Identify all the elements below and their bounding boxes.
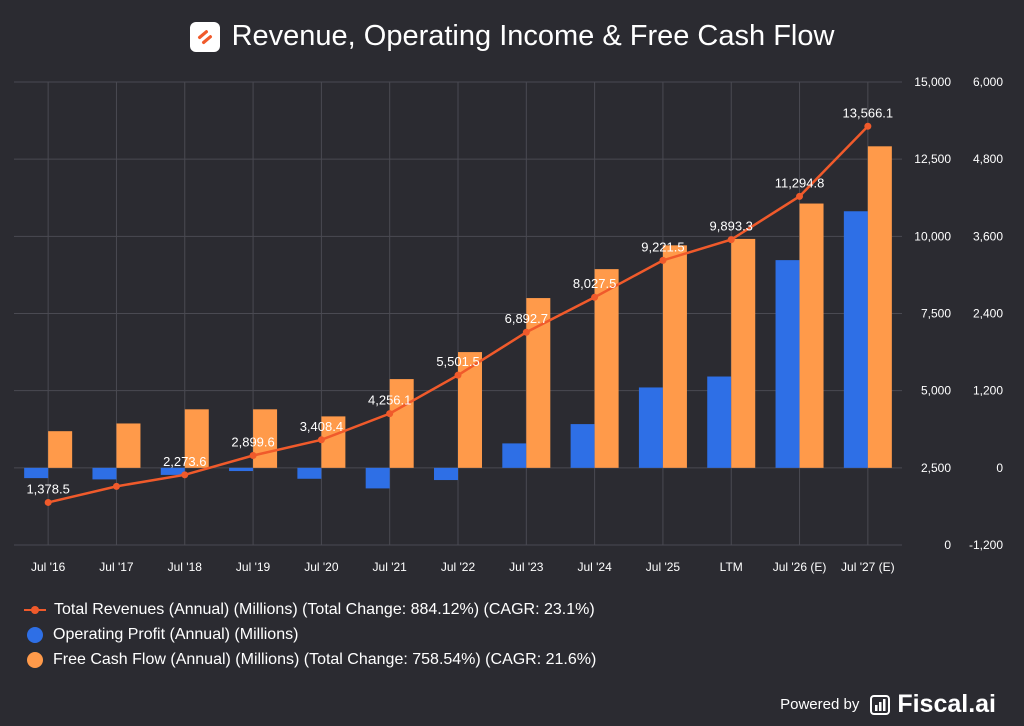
brand-name: Fiscal.ai [897, 690, 996, 718]
left-axis-tick: 2,500 [921, 461, 951, 475]
brand-link[interactable]: Fiscal.ai [869, 690, 996, 719]
revenue-point [796, 192, 804, 200]
operating-profit-bar [229, 467, 254, 472]
free-cash-flow-bar [799, 203, 824, 468]
right-axis-tick: 6,000 [973, 75, 1003, 89]
free-cash-flow-bar [48, 431, 73, 468]
free-cash-flow-bar [321, 416, 346, 468]
data-labels: 1,378.5 2,273.6 2,899.6 3,408.4 4,256.1 5,501… [26, 105, 893, 496]
operating-profit-bar [297, 467, 322, 479]
axis-ticks: 0 2,500 5,000 7,500 10,000 12,500 15,000 -1,200… [31, 75, 1003, 574]
right-axis-tick: -1,200 [969, 538, 1003, 552]
revenue-data-label: 11,294.8 [775, 175, 825, 190]
revenue-point [386, 410, 394, 418]
operating-profit-bar [707, 376, 732, 468]
revenue-data-label: 2,273.6 [163, 454, 206, 469]
revenue-data-label: 4,256.1 [368, 393, 411, 408]
operating-profit-bar [502, 443, 527, 468]
x-axis-tick: Jul '23 [509, 560, 544, 574]
revenue-point [181, 471, 189, 479]
operating-profit-bar [570, 424, 595, 468]
dot-marker-icon [27, 626, 43, 643]
x-axis-tick: Jul '17 [99, 560, 134, 574]
free-cash-flow-bar [184, 409, 209, 468]
brand-logo-icon [189, 21, 220, 52]
powered-by-text: Powered by [780, 696, 860, 713]
free-cash-flow-bar [458, 352, 482, 468]
x-axis-tick: Jul '16 [31, 560, 66, 574]
operating-profit-bar [24, 467, 49, 479]
free-cash-flow-bar [662, 245, 687, 468]
revenue-data-label: 8,027.5 [573, 276, 616, 291]
free-cash-flow-bar [731, 238, 756, 468]
x-axis-tick: Jul '24 [577, 560, 612, 574]
revenue-point [659, 256, 667, 264]
revenue-data-label: 1,378.5 [26, 481, 69, 496]
x-axis-tick: Jul '19 [236, 560, 271, 574]
x-axis-tick: Jul '26 (E) [773, 560, 827, 574]
revenue-point [454, 371, 462, 379]
legend-label: Total Revenues (Annual) (Millions) (Tota… [54, 600, 595, 618]
right-axis-tick: 4,800 [973, 152, 1003, 166]
operating-profit-bar [843, 211, 868, 468]
operating-profit-bar [92, 467, 117, 480]
revenue-data-label: 9,221.5 [641, 239, 684, 254]
revenue-data-label: 3,408.4 [300, 419, 343, 434]
legend-item-operating-profit[interactable]: Operating Profit (Annual) (Millions) [24, 622, 596, 647]
x-axis-tick: Jul '22 [441, 560, 476, 574]
left-axis-tick: 7,500 [921, 307, 951, 321]
legend: Total Revenues (Annual) (Millions) (Tota… [24, 597, 596, 672]
x-axis-tick: LTM [720, 560, 743, 574]
revenue-data-label: 2,899.6 [231, 434, 274, 449]
legend-item-revenue[interactable]: Total Revenues (Annual) (Millions) (Tota… [24, 597, 596, 622]
right-axis-tick: 3,600 [973, 229, 1003, 243]
dot-marker-icon [27, 651, 43, 668]
legend-label: Operating Profit (Annual) (Millions) [53, 625, 299, 643]
right-axis-tick: 2,400 [973, 307, 1003, 321]
operating-profit-bar [434, 467, 458, 481]
left-axis-tick: 5,000 [921, 384, 951, 398]
free-cash-flow-bar [594, 269, 619, 468]
left-axis-tick: 0 [944, 538, 951, 552]
free-cash-flow-bar [116, 423, 141, 468]
revenue-data-label: 5,501.5 [436, 354, 479, 369]
left-axis-tick: 12,500 [914, 152, 951, 166]
x-axis-tick: Jul '27 (E) [841, 560, 895, 574]
chart-title: Revenue, Operating Income & Free Cash Fl… [231, 20, 835, 52]
revenue-data-label: 9,893.3 [710, 219, 753, 234]
revenue-point [864, 122, 872, 130]
fiscal-ai-icon [870, 694, 891, 715]
right-axis-tick: 1,200 [973, 384, 1003, 398]
revenue-data-label: 13,566.1 [843, 105, 894, 120]
operating-profit-bar [160, 467, 185, 475]
operating-profit-bar [365, 467, 390, 489]
revenue-point [317, 436, 325, 444]
revenue-point [727, 236, 735, 244]
left-axis-tick: 15,000 [914, 75, 951, 89]
x-axis-tick: Jul '20 [304, 560, 339, 574]
line-marker-icon [24, 602, 46, 618]
operating-profit-bar [638, 387, 663, 468]
revenue-point [112, 482, 120, 490]
revenue-point [44, 498, 52, 506]
free-cash-flow-bar [389, 379, 414, 468]
x-axis-tick: Jul '25 [646, 560, 681, 574]
bar-series [24, 146, 892, 489]
x-axis-tick: Jul '21 [373, 560, 408, 574]
left-axis-tick: 10,000 [914, 229, 951, 243]
free-cash-flow-bar [867, 146, 892, 468]
footer: Powered by Fiscal.ai [780, 690, 996, 719]
revenue-point [249, 451, 257, 459]
operating-profit-bar [775, 260, 800, 468]
revenue-data-label: 6,892.7 [505, 311, 548, 326]
revenue-line [44, 122, 872, 506]
right-axis-tick: 0 [996, 461, 1003, 475]
x-axis-tick: Jul '18 [168, 560, 203, 574]
revenue-point [522, 328, 530, 336]
revenue-point [591, 293, 599, 301]
legend-label: Free Cash Flow (Annual) (Millions) (Tota… [53, 650, 597, 668]
legend-item-free-cash-flow[interactable]: Free Cash Flow (Annual) (Millions) (Tota… [24, 647, 596, 672]
